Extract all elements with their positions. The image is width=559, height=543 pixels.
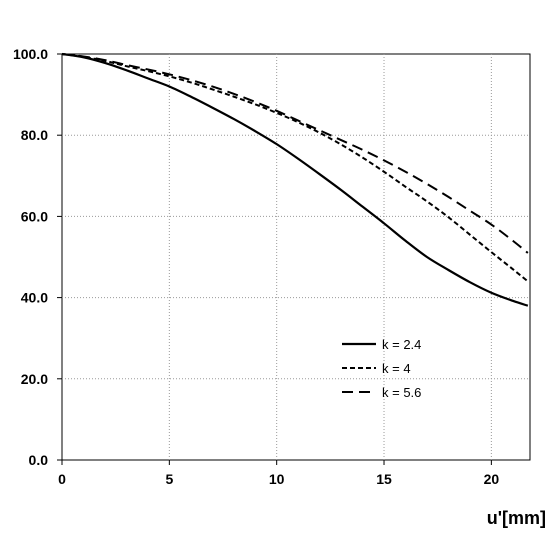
y-tick-label: 60.0 bbox=[21, 208, 48, 224]
x-tick-label: 20 bbox=[484, 471, 500, 487]
y-tick-label: 100.0 bbox=[13, 46, 48, 62]
x-tick-label: 0 bbox=[58, 471, 66, 487]
series-line-1 bbox=[61, 52, 529, 307]
legend: k = 2.4 k = 4 k = 5.6 bbox=[342, 337, 421, 400]
y-tick-label: 80.0 bbox=[21, 127, 48, 143]
series-line-3 bbox=[61, 53, 529, 254]
series-line-2 bbox=[61, 53, 529, 283]
legend-label: k = 2.4 bbox=[382, 337, 421, 352]
x-tick-label: 15 bbox=[376, 471, 392, 487]
y-axis-ticks: 0.0 20.0 40.0 60.0 80.0 100.0 bbox=[13, 46, 62, 468]
y-tick-label: 0.0 bbox=[29, 452, 49, 468]
x-tick-label: 5 bbox=[165, 471, 173, 487]
plot-area bbox=[61, 53, 531, 461]
x-tick-label: 10 bbox=[269, 471, 285, 487]
series-lines bbox=[61, 52, 529, 307]
x-axis-ticks: 0 5 10 15 20 bbox=[58, 460, 499, 487]
grid-lines bbox=[62, 54, 530, 460]
legend-label: k = 4 bbox=[382, 361, 411, 376]
y-tick-label: 40.0 bbox=[21, 290, 48, 306]
x-axis-label: u'[mm] bbox=[487, 508, 546, 528]
y-tick-label: 20.0 bbox=[21, 371, 48, 387]
legend-label: k = 5.6 bbox=[382, 385, 421, 400]
